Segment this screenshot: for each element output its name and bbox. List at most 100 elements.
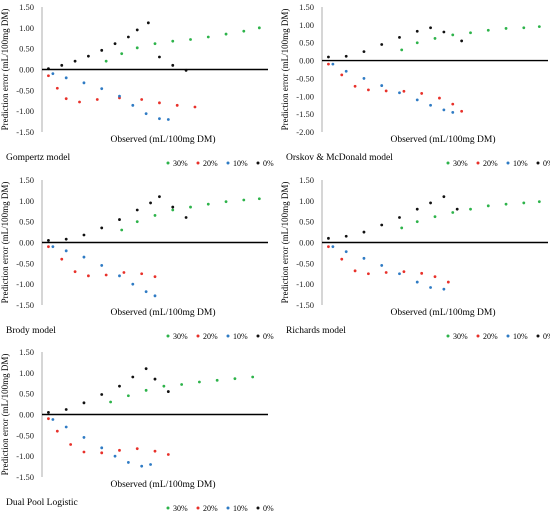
data-point	[362, 77, 366, 80]
y-tick-label: -0.50	[16, 258, 34, 268]
data-point	[73, 270, 77, 274]
chart-panel-1: 1.50 1.00 0.50 0.00 -0.50 -1.00 -1.50 Predictio…	[0, 2, 274, 168]
legend-marker	[226, 161, 230, 165]
data-point	[189, 205, 192, 209]
y-tick-label: 1.00	[19, 23, 34, 33]
data-point	[331, 245, 335, 249]
data-point	[140, 464, 144, 468]
data-point	[446, 280, 450, 284]
data-point	[126, 394, 130, 398]
data-point	[82, 401, 86, 405]
series-10pct	[331, 245, 446, 291]
data-point	[171, 208, 175, 212]
data-point	[224, 200, 228, 204]
data-point	[158, 55, 161, 59]
legend: 30% 20% 10% 0%	[166, 159, 274, 168]
data-point	[82, 436, 86, 439]
data-point	[171, 39, 175, 43]
data-point	[384, 89, 388, 93]
legend-label: 10%	[233, 504, 248, 513]
data-point	[340, 73, 344, 77]
panel-caption: Orskov & McDonald model	[286, 153, 393, 163]
data-point	[398, 272, 401, 276]
data-point	[144, 112, 148, 116]
data-point	[469, 31, 472, 35]
series-10pct	[51, 418, 152, 468]
legend-marker	[446, 161, 450, 165]
data-point	[135, 28, 139, 32]
data-point	[55, 86, 59, 90]
y-tick-label: -1.50	[16, 472, 34, 482]
data-point	[380, 43, 384, 46]
data-point	[82, 233, 86, 237]
data-point	[504, 27, 508, 30]
legend: 30% 20% 10% 0%	[446, 332, 550, 341]
data-point	[82, 81, 86, 85]
series-30pct	[120, 197, 261, 232]
data-point	[537, 200, 541, 204]
legend-marker	[196, 506, 200, 510]
y-tick-label: 1.50	[299, 175, 314, 185]
data-point	[162, 384, 166, 388]
series-10pct	[51, 245, 157, 298]
data-point	[415, 280, 419, 284]
data-point	[120, 228, 124, 232]
legend-marker	[476, 334, 480, 338]
data-point	[118, 274, 121, 278]
data-point	[166, 118, 170, 121]
y-tick-label: 0.50	[19, 44, 34, 54]
data-point	[429, 201, 432, 205]
data-point	[47, 411, 50, 414]
legend-label: 0%	[263, 159, 274, 168]
legend-marker	[446, 334, 450, 338]
data-point	[398, 216, 401, 219]
data-point	[153, 214, 157, 217]
data-point	[522, 26, 526, 30]
data-point	[118, 218, 121, 221]
data-point	[175, 103, 179, 107]
legend-marker	[166, 334, 170, 338]
legend-marker	[536, 334, 540, 338]
series-20pct	[47, 417, 170, 456]
data-point	[215, 378, 219, 382]
data-point	[47, 74, 50, 78]
y-axis-label: Prediction error (mL/100mg DM)	[0, 9, 10, 131]
legend-label: 30%	[173, 159, 188, 168]
data-point	[135, 46, 139, 50]
y-tick-label: 1.00	[19, 368, 34, 378]
data-point	[362, 230, 366, 234]
x-axis-label: Observed (mL/100mg DM)	[110, 307, 215, 318]
legend-label: 0%	[263, 332, 274, 341]
data-point	[51, 418, 55, 421]
data-point	[153, 42, 157, 46]
y-axis-label: Prediction error (mL/100mg DM)	[0, 182, 10, 304]
y-tick-label: -1.00	[16, 106, 34, 116]
legend-label: 20%	[203, 332, 218, 341]
x-axis-label: Observed (mL/100mg DM)	[110, 479, 215, 490]
data-point	[146, 21, 150, 25]
y-tick-label: 1.50	[19, 347, 34, 357]
data-point	[122, 271, 126, 274]
data-point	[420, 92, 424, 95]
data-point	[180, 383, 184, 386]
data-point	[344, 54, 348, 58]
legend-label: 10%	[233, 159, 248, 168]
data-point	[486, 28, 490, 32]
data-point	[415, 220, 419, 224]
legend-marker	[196, 334, 200, 338]
data-point	[429, 26, 432, 30]
data-point	[131, 282, 135, 286]
legend-label: 20%	[203, 159, 218, 168]
data-point	[149, 463, 152, 466]
series-20pct	[327, 62, 464, 113]
data-point	[113, 454, 117, 458]
data-point	[113, 42, 117, 46]
data-point	[224, 32, 228, 36]
data-point	[60, 63, 64, 67]
data-point	[140, 98, 144, 101]
data-point	[104, 59, 108, 63]
chart-panel-2: 1.50 1.00 0.50 0.00 -0.50 -1.00 -1.50 -2.00 Pred…	[280, 2, 550, 168]
data-point	[442, 30, 446, 34]
data-point	[344, 250, 348, 254]
y-tick-label: 0.00	[19, 65, 34, 75]
